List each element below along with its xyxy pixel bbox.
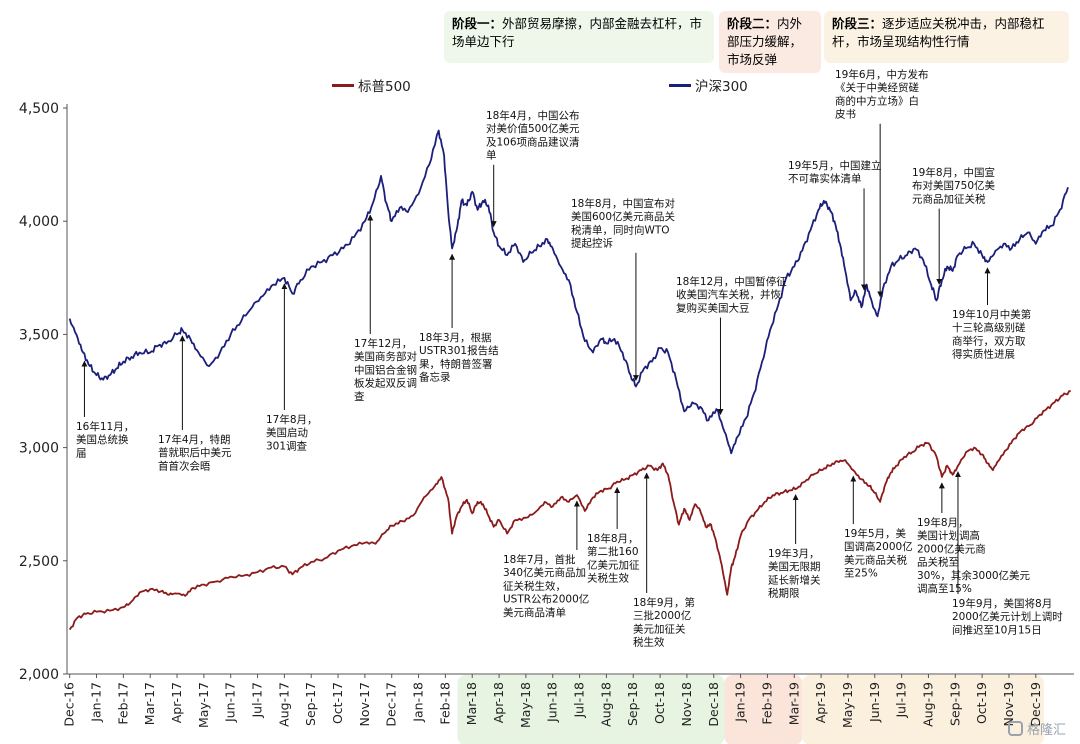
x-tick-label: Jul-19 (894, 682, 909, 719)
y-tick-label: 3,000 (19, 441, 59, 457)
phase-shade-1 (724, 675, 803, 744)
x-tick-label: Oct-19 (974, 682, 989, 724)
x-tick-label: Aug-18 (598, 682, 613, 727)
series-lines (68, 129, 1071, 631)
x-tick-label: May-18 (518, 682, 533, 728)
annotations: 16年11月，美国总统换届 17年4月，特朗普就职后中美元首首次会晤 17年8月，美… (76, 68, 1063, 649)
x-tick-label: Feb-19 (759, 682, 774, 725)
phase-one-text: 外部贸易摩擦，内部金融去杠杆，市场单边下行 (452, 16, 703, 49)
annotation-text-14: 18年9月，第三批2000亿美元加征关税生效 (633, 596, 695, 649)
x-tick-label: Jun-19 (867, 682, 882, 723)
axes: 2,000 2,500 3,000 3,500 4,000 4,500 Dec-16 Jan-… (19, 101, 1074, 728)
watermark-text: 格隆汇 (1026, 723, 1066, 738)
y-tick-label: 4,500 (19, 101, 59, 117)
phase-two-box: 阶段二：内外部压力缓解，市场反弹 (719, 11, 821, 73)
x-tick-label: Mar-18 (464, 682, 479, 725)
phase-two-label: 阶段二： (727, 16, 778, 31)
annotation-text-10: 19年8月，中国宣布对美国750亿美元商品加征关税 (912, 166, 996, 205)
phase-three-text: 逐步适应关税冲击，内部稳杠杆，市场呈现结构性行情 (832, 16, 1045, 49)
x-tick-label: May-19 (840, 682, 855, 728)
legend-label-sp500: 标普500 (358, 79, 411, 95)
annotation-text-12: 18年7月，首批 340亿美元商品加征关税生效， USTR公布2000亿美元商品清单 (503, 553, 589, 619)
y-tick-label: 2,500 (19, 554, 59, 570)
x-tick-label: Aug-17 (276, 682, 291, 727)
x-tick-label: Aug-19 (920, 682, 935, 727)
annotation-text-0: 16年11月，美国总统换届 (76, 420, 134, 459)
annotation-text-3: 17年12月，美国商务部对中国铝合金钢板发起双反调查 (354, 337, 417, 403)
phase-two-text: 内外部压力缓解，市场反弹 (727, 16, 803, 67)
x-tick-label: Jun-18 (545, 682, 560, 723)
annotation-text-18: 19年9月，美国将8月 2000亿美元计划上调时间推迟至10月15日 (952, 597, 1063, 636)
x-tick-label: Mar-19 (786, 682, 801, 725)
x-tick-label: Sep-17 (303, 682, 318, 726)
annotation-text-4: 18年3月，根据 USTR301报告结果，特朗普签署备忘录 (419, 331, 499, 384)
annotation-text-8: 19年5月，中国建立不可靠实体清单 (788, 159, 882, 185)
y-tick-label: 2,000 (19, 667, 59, 683)
watermark: 格隆汇 (1007, 719, 1066, 738)
x-tick-label: Apr-19 (813, 682, 828, 723)
annotation-text-17: 19年8月，美国计划调高 2000亿美元商品关税至 30%，其余3000亿美元调高至… (917, 516, 1031, 595)
legend-line-sp500 (332, 83, 354, 87)
annotation-text-7: 18年12月，中国暂停征收美国汽车关税，并恢复购买美国大豆 (676, 275, 787, 314)
x-tick-label: Nov-18 (679, 682, 694, 727)
x-tick-label: Nov-19 (1001, 682, 1016, 727)
x-tick-label: Jan-18 (411, 682, 426, 723)
x-tick-label: Jun-17 (223, 682, 238, 723)
phase-shading (457, 675, 1044, 744)
y-tick-label: 4,000 (19, 214, 59, 230)
x-tick-label: Sep-18 (625, 682, 640, 726)
legend-item-csi300: 沪深300 (669, 75, 748, 95)
phase-one-box: 阶段一：外部贸易摩擦，内部金融去杠杆，市场单边下行 (444, 11, 714, 63)
x-tick-label: Jul-17 (250, 682, 265, 719)
annotation-text-1: 17年4月，特朗普就职后中美元首首次会晤 (158, 433, 232, 472)
x-tick-label: Sep-19 (947, 682, 962, 726)
x-tick-label: Mar-17 (142, 682, 157, 725)
annotation-text-6: 18年8月，中国宣布对美国600亿美元商品关税清单，同时向WTO 提起控诉 (571, 197, 676, 250)
x-tick-label: Dec-19 (1028, 682, 1043, 727)
x-tick-label: Feb-18 (437, 682, 452, 725)
phase-three-label: 阶段三： (832, 16, 883, 31)
phase-three-box: 阶段三：逐步适应关税冲击，内部稳杠杆，市场呈现结构性行情 (824, 11, 1069, 63)
annotation-text-11: 19年10月中美第十三轮高级别磋商举行，双方取得实质性进展 (952, 308, 1031, 361)
watermark-logo-icon (1007, 721, 1023, 736)
series-line-0 (68, 390, 1071, 631)
legend-line-csi300 (669, 83, 691, 87)
x-tick-label: Dec-16 (62, 682, 77, 727)
legend-item-sp500: 标普500 (332, 75, 411, 95)
phase-shade-2 (802, 675, 1044, 744)
y-tick-label: 3,500 (19, 327, 59, 343)
legend-label-csi300: 沪深300 (695, 79, 748, 95)
x-tick-label: Jul-18 (572, 682, 587, 719)
phase-shade-0 (457, 675, 725, 744)
x-tick-label: Feb-17 (115, 682, 130, 725)
x-tick-label: Jan-19 (733, 682, 748, 723)
phase-one-label: 阶段一： (452, 16, 503, 31)
x-tick-label: Oct-17 (330, 682, 345, 724)
x-tick-label: Nov-17 (357, 682, 372, 726)
annotation-text-15: 19年3月，美国无限期延长新增关税期限 (768, 547, 821, 600)
annotation-text-9: 19年6月，中方发布《关于中美经贸磋商的中方立场》白皮书 (835, 68, 929, 121)
x-tick-label: Jan-17 (89, 682, 104, 723)
annotation-text-16: 19年5月，美国调高2000亿美元商品关税至25% (844, 527, 913, 580)
x-tick-label: May-17 (196, 682, 211, 728)
x-tick-label: Dec-18 (706, 682, 721, 727)
annotation-text-2: 17年8月，美国启动 301调查 (266, 413, 318, 452)
x-tick-label: Oct-18 (652, 682, 667, 724)
x-tick-label: Apr-17 (169, 682, 184, 723)
series-line-1 (68, 129, 1069, 455)
annotation-text-13: 18年8月，第二批160 亿美元加征关税生效 (587, 532, 640, 585)
x-tick-label: Dec-17 (384, 682, 399, 727)
annotation-text-5: 18年4月，中国公布对美价值500亿美元及106项商品建议清单 (486, 109, 580, 162)
x-tick-label: Apr-18 (491, 682, 506, 723)
